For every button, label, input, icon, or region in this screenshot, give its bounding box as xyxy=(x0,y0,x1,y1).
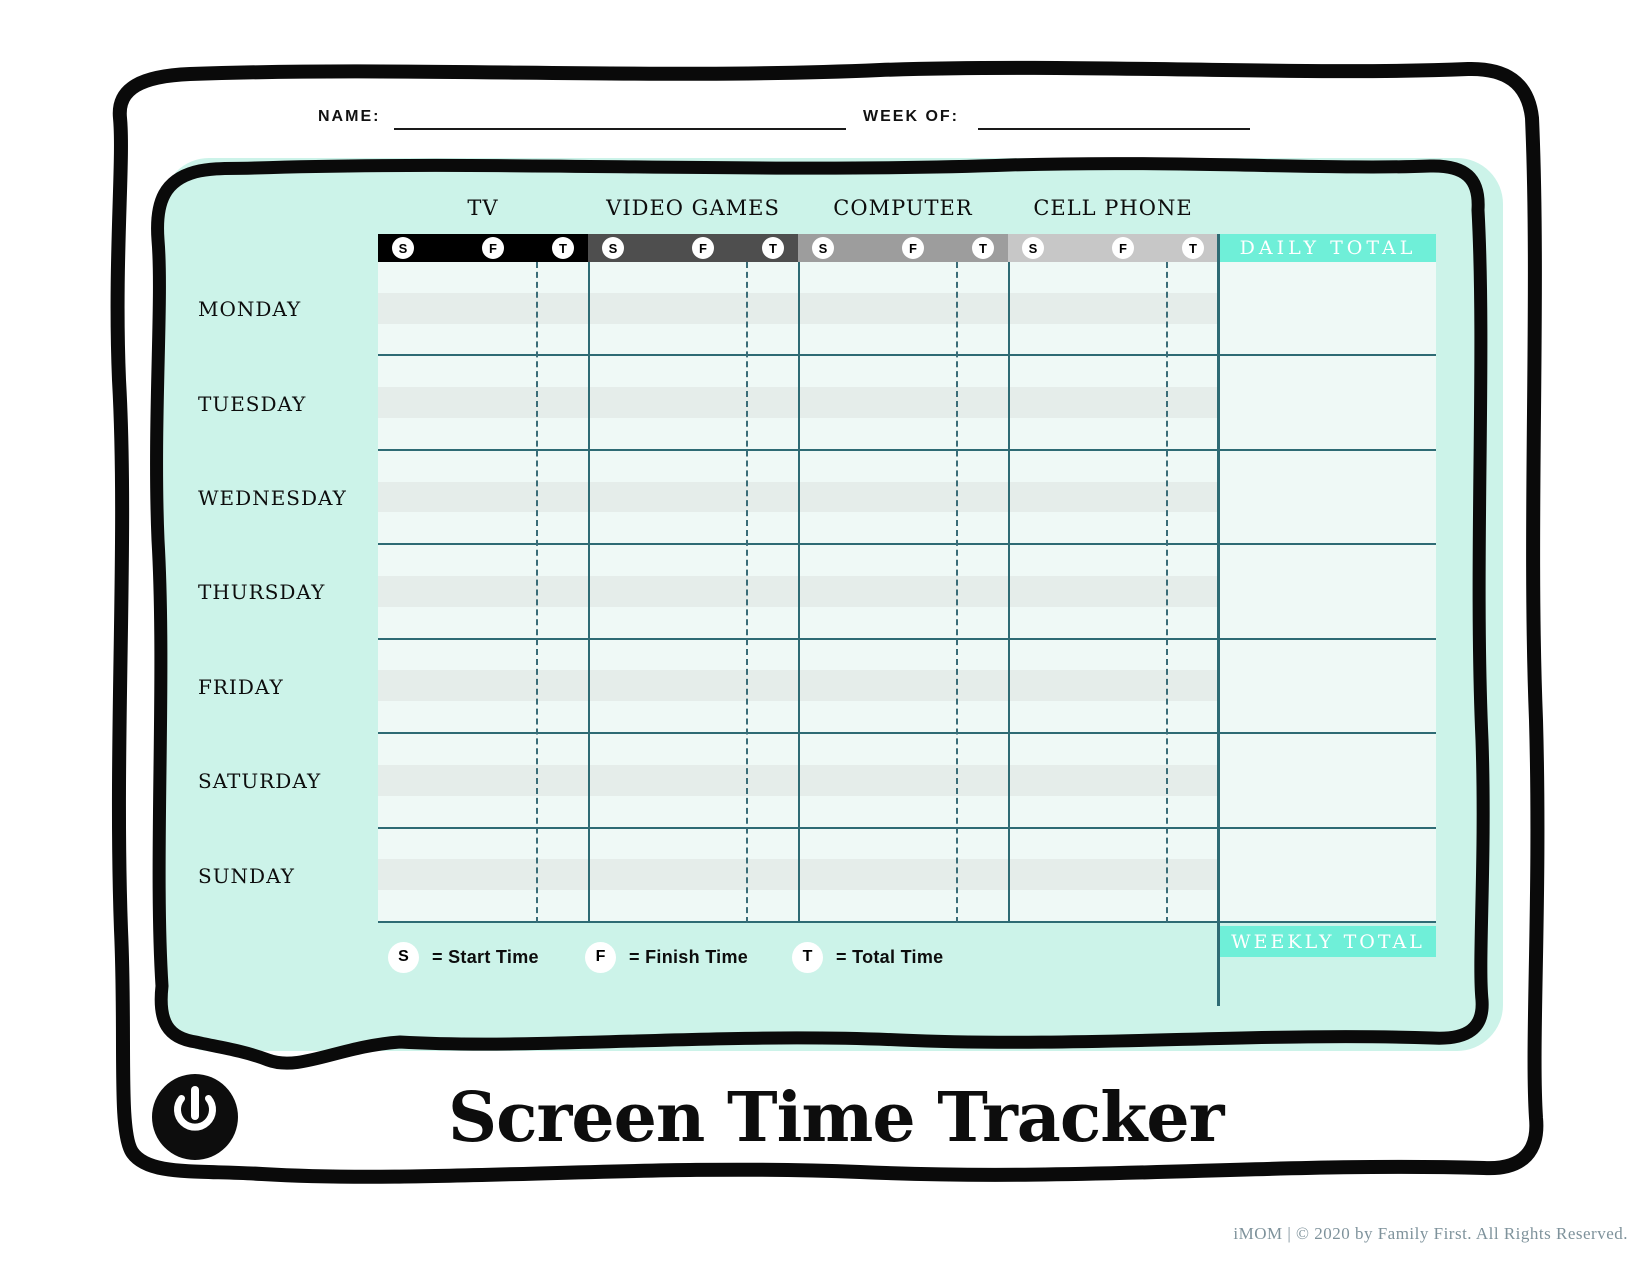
category-divider xyxy=(588,262,590,923)
daily-total-divider xyxy=(1217,234,1220,1006)
legend-text: = Finish Time xyxy=(629,946,749,967)
column-header-computer: COMPUTER xyxy=(833,196,973,220)
name-input-line[interactable] xyxy=(394,128,846,130)
day-label-wednesday: WEDNESDAY xyxy=(198,486,347,511)
finish-symbol: F xyxy=(585,941,616,973)
start-symbol: S xyxy=(1022,237,1044,259)
column-header-cell-phone: CELL PHONE xyxy=(1033,196,1193,220)
finish-symbol: F xyxy=(692,237,714,259)
sft-band-tv: S F T xyxy=(378,234,588,262)
power-button xyxy=(152,1074,238,1160)
total-symbol: T xyxy=(1182,237,1204,259)
subcolumn-divider xyxy=(956,262,958,923)
day-labels-column: MONDAY TUESDAY WEDNESDAY THURSDAY FRIDAY… xyxy=(198,262,373,923)
start-symbol: S xyxy=(392,237,414,259)
column-header-tv: TV xyxy=(467,196,499,220)
start-symbol: S xyxy=(812,237,834,259)
total-symbol: T xyxy=(762,237,784,259)
outer-frame-line xyxy=(110,60,1545,1184)
day-label-sunday: SUNDAY xyxy=(198,863,295,888)
sft-band-video-games: S F T xyxy=(588,234,798,262)
day-label-thursday: THURSDAY xyxy=(198,580,326,605)
finish-symbol: F xyxy=(482,237,504,259)
legend-text: = Start Time xyxy=(432,946,539,967)
subcolumn-divider xyxy=(746,262,748,923)
total-symbol: T xyxy=(792,941,823,973)
category-divider xyxy=(798,262,800,923)
legend-total-time: T = Total Time xyxy=(792,941,943,973)
start-symbol: S xyxy=(388,941,419,973)
finish-symbol: F xyxy=(902,237,924,259)
inner-frame-line xyxy=(150,157,1490,1070)
day-label-monday: MONDAY xyxy=(198,297,302,322)
day-label-saturday: SATURDAY xyxy=(198,769,322,794)
column-header-video-games: VIDEO GAMES xyxy=(606,196,780,220)
copyright-text: iMOM | © 2020 by Family First. All Right… xyxy=(1233,1224,1628,1243)
subcolumn-divider xyxy=(536,262,538,923)
total-symbol: T xyxy=(972,237,994,259)
sft-band-computer: S F T xyxy=(798,234,1008,262)
weekly-total-header: WEEKLY TOTAL xyxy=(1220,926,1436,957)
legend-start-time: S = Start Time xyxy=(388,941,539,973)
week-of-label: WEEK OF: xyxy=(863,108,959,125)
category-divider xyxy=(1008,262,1010,923)
day-label-friday: FRIDAY xyxy=(198,674,284,699)
week-of-input-line[interactable] xyxy=(978,128,1250,130)
start-symbol: S xyxy=(602,237,624,259)
legend-text: = Total Time xyxy=(836,946,944,967)
sft-band-cell-phone: S F T xyxy=(1008,234,1218,262)
legend-finish-time: F = Finish Time xyxy=(585,941,748,973)
page-title: Screen Time Tracker xyxy=(448,1078,1224,1158)
name-label: NAME: xyxy=(318,108,381,125)
finish-symbol: F xyxy=(1112,237,1134,259)
daily-total-header: DAILY TOTAL xyxy=(1220,234,1436,262)
tracker-grid[interactable] xyxy=(378,262,1436,923)
total-symbol: T xyxy=(552,237,574,259)
subcolumn-divider xyxy=(1166,262,1168,923)
day-label-tuesday: TUESDAY xyxy=(198,391,307,416)
